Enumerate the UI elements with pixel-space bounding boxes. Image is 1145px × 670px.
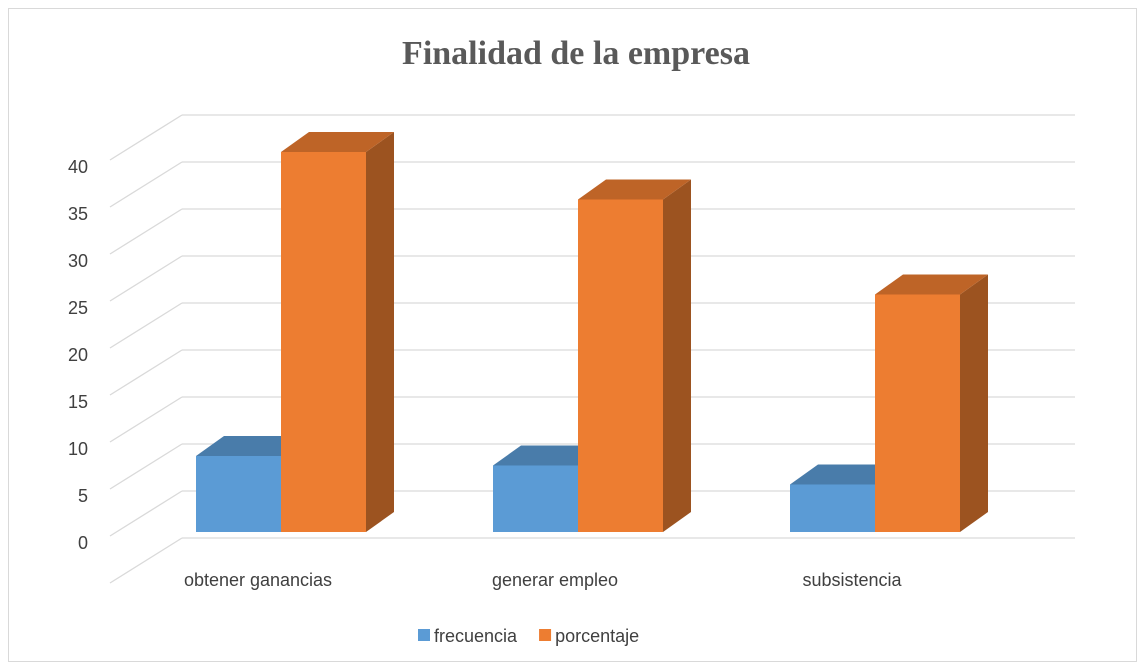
y-tick-label: 35 [68,204,88,224]
grid-line-side [109,537,183,584]
y-tick-label: 20 [68,345,88,365]
bar-top [281,132,394,152]
grid-line-side [109,443,183,490]
legend-swatch [418,629,430,641]
y-tick-label: 25 [68,298,88,318]
bar-top [493,445,606,466]
bar-top [196,436,309,456]
bar [493,465,578,532]
bar-top [578,179,691,200]
grid-line-side [109,302,183,349]
legend-label: porcentaje [555,626,639,646]
chart-title: Finalidad de la empresa [402,35,750,72]
y-tick-label: 30 [68,251,88,271]
x-tick-label: generar empleo [492,570,618,590]
grid-line-side [109,161,183,208]
y-tick-label: 10 [68,439,88,459]
bar [578,199,663,532]
bar [196,456,281,532]
bar-side [960,274,988,532]
bar [875,294,960,532]
bar [790,484,875,532]
grid-line-side [109,208,183,255]
bar [281,152,366,532]
bar-top [790,464,903,485]
legend-swatch [539,629,552,641]
grid-line-side [109,490,183,537]
y-tick-label: 40 [68,157,88,177]
bar-side [366,132,394,532]
y-tick-label: 5 [78,486,88,506]
y-tick-label: 15 [68,392,88,412]
x-tick-label: subsistencia [802,570,902,590]
y-tick-label: 0 [78,533,88,553]
bar-top [875,274,988,295]
grid-line-side [109,396,183,443]
bar-side [663,179,691,532]
x-tick-label: obtener ganancias [184,570,332,590]
legend-label: frecuencia [434,626,518,646]
grid-line-side [109,114,183,161]
grid-line-side [109,255,183,302]
grid-line-side [109,349,183,396]
